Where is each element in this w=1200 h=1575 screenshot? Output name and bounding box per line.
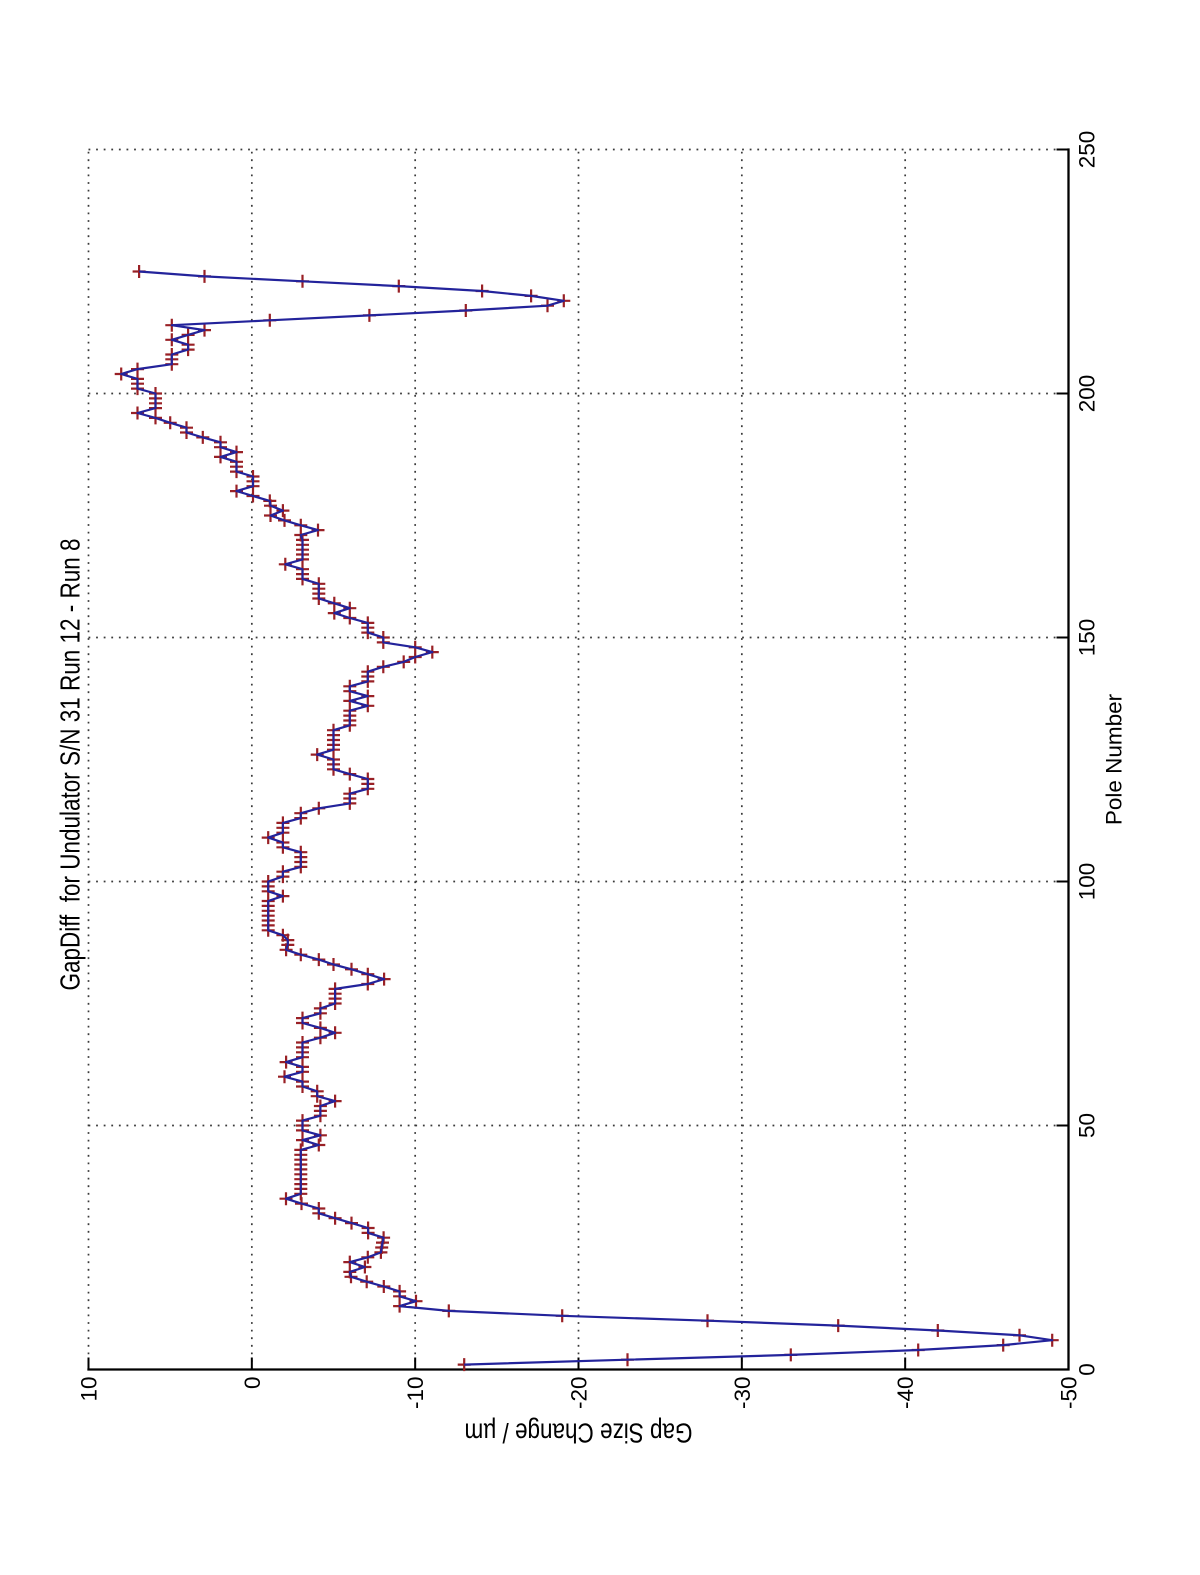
svg-text:-40: -40 — [893, 1376, 918, 1409]
svg-text:250: 250 — [1074, 130, 1099, 168]
svg-text:100: 100 — [1074, 862, 1099, 900]
svg-text:10: 10 — [76, 1376, 101, 1401]
svg-text:50: 50 — [1074, 1112, 1099, 1137]
svg-text:-10: -10 — [403, 1376, 428, 1409]
svg-text:0: 0 — [1074, 1363, 1099, 1376]
svg-text:GapDiff for Undulator S/N 31: GapDiff for Undulator S/N 31 Run 12 - Ru… — [55, 538, 86, 990]
svg-text:150: 150 — [1074, 618, 1099, 656]
svg-text:Gap Size Change / µm: Gap Size Change / µm — [464, 1416, 692, 1447]
svg-text:0: 0 — [239, 1376, 264, 1389]
svg-text:Pole Number: Pole Number — [1101, 693, 1126, 825]
svg-text:-20: -20 — [566, 1376, 591, 1409]
svg-text:-30: -30 — [729, 1376, 754, 1409]
svg-text:-50: -50 — [1056, 1376, 1081, 1409]
svg-text:200: 200 — [1074, 374, 1099, 412]
